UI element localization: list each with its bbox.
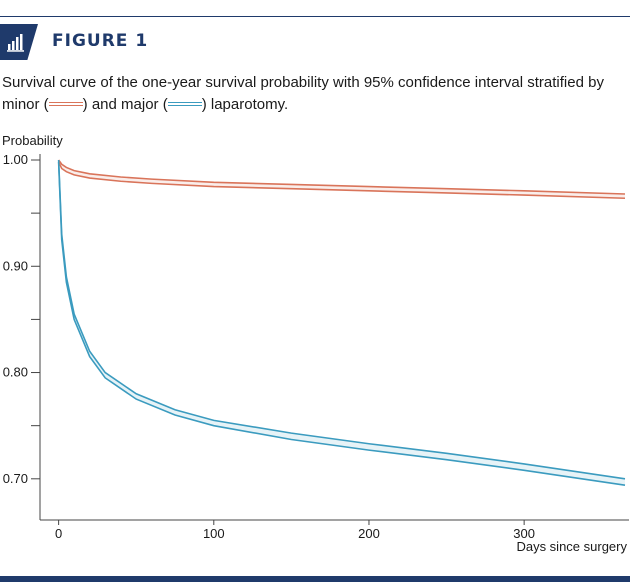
y-tick-label: 0.90 xyxy=(3,258,28,273)
figure-header: FIGURE 1 xyxy=(0,24,630,60)
x-tick-label: 100 xyxy=(203,526,225,541)
x-tick-label: 0 xyxy=(55,526,62,541)
x-tick-label: 300 xyxy=(513,526,535,541)
figure-caption: Survival curve of the one-year survival … xyxy=(2,72,626,116)
x-tick-label: 200 xyxy=(358,526,380,541)
bar-chart-icon xyxy=(7,34,24,52)
y-tick-label: 0.70 xyxy=(3,471,28,486)
series-minor-lower-line xyxy=(57,161,626,200)
series-major-ci-band xyxy=(58,160,626,486)
series-major-lower-line xyxy=(57,162,626,486)
y-tick-label: 1.00 xyxy=(3,152,28,167)
survival-chart: Probability Days since surgery 0.700.800… xyxy=(2,133,629,554)
figure-label: FIGURE 1 xyxy=(52,31,149,51)
legend-major-line xyxy=(167,102,202,107)
top-rule xyxy=(0,16,630,17)
series-minor-upper-line xyxy=(57,159,626,195)
axes-group: 0.70 0.80 0.90 1.00 0 100 200 300 xyxy=(3,152,629,541)
bottom-rule xyxy=(0,576,630,582)
series-group xyxy=(57,159,626,486)
x-axis-label: Days since surgery xyxy=(516,539,627,554)
series-major-upper-line xyxy=(57,159,626,480)
series-minor-ci-band xyxy=(58,160,626,199)
caption-text-end: ) laparotomy. xyxy=(201,96,289,113)
legend-minor-line xyxy=(48,102,83,107)
figure-icon-box xyxy=(0,24,38,60)
caption-text-start: Survival curve of the one-year survival … xyxy=(2,74,604,113)
y-tick-label: 0.80 xyxy=(3,365,28,380)
caption-text-middle: ) and major ( xyxy=(82,96,168,113)
y-axis-label: Probability xyxy=(2,133,63,148)
